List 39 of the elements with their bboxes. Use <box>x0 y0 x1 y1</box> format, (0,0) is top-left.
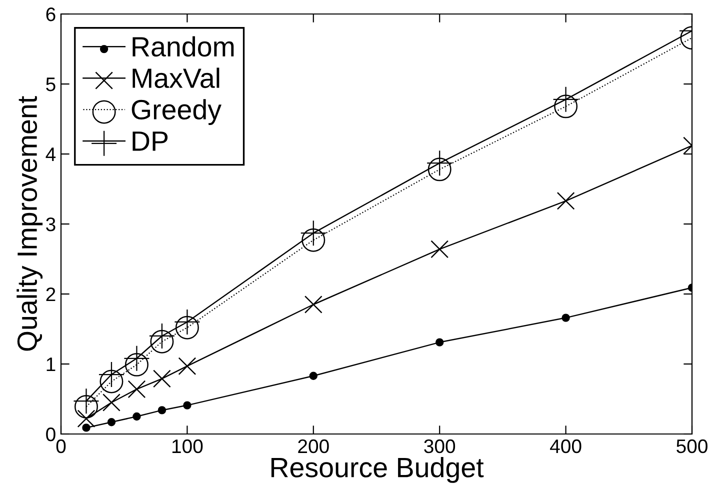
x-tick-label: 0 <box>56 439 66 454</box>
y-axis-title: Quality Improvement <box>16 96 43 351</box>
point <box>158 406 166 414</box>
point <box>183 401 192 410</box>
point <box>174 310 200 334</box>
x-tick-label: 200 <box>298 439 329 454</box>
point <box>132 412 141 421</box>
y-tick-label: 1 <box>46 358 56 372</box>
point <box>107 418 116 426</box>
y-tick-label: 2 <box>46 287 56 302</box>
y-tick-label: 5 <box>46 78 56 92</box>
legend-label: MaxVal <box>132 68 220 88</box>
y-tick-label: 0 <box>46 427 56 442</box>
x-tick-label: 300 <box>424 439 456 454</box>
point <box>124 346 150 371</box>
legend-label: Random <box>132 36 234 57</box>
x-axis-title: Resource Budget <box>271 456 484 483</box>
y-tick-label: 3 <box>46 217 56 232</box>
point <box>153 370 171 388</box>
point <box>430 240 449 258</box>
point <box>178 357 196 376</box>
point <box>128 380 146 398</box>
x-tick-label: 100 <box>172 439 203 454</box>
point <box>82 424 90 432</box>
y-tick-label: 4 <box>46 148 56 162</box>
y-tick-label: 6 <box>46 7 56 22</box>
point <box>102 394 120 412</box>
point <box>436 338 444 346</box>
point <box>77 410 96 428</box>
point <box>304 296 322 314</box>
legend-label: DP <box>132 132 168 151</box>
point <box>562 314 570 322</box>
point <box>556 192 575 210</box>
point <box>74 388 99 414</box>
x-tick-label: 500 <box>676 439 708 454</box>
x-tick-label: 400 <box>550 439 582 454</box>
point <box>309 372 318 380</box>
point <box>553 86 578 112</box>
legend-label: Greedy <box>132 99 222 126</box>
